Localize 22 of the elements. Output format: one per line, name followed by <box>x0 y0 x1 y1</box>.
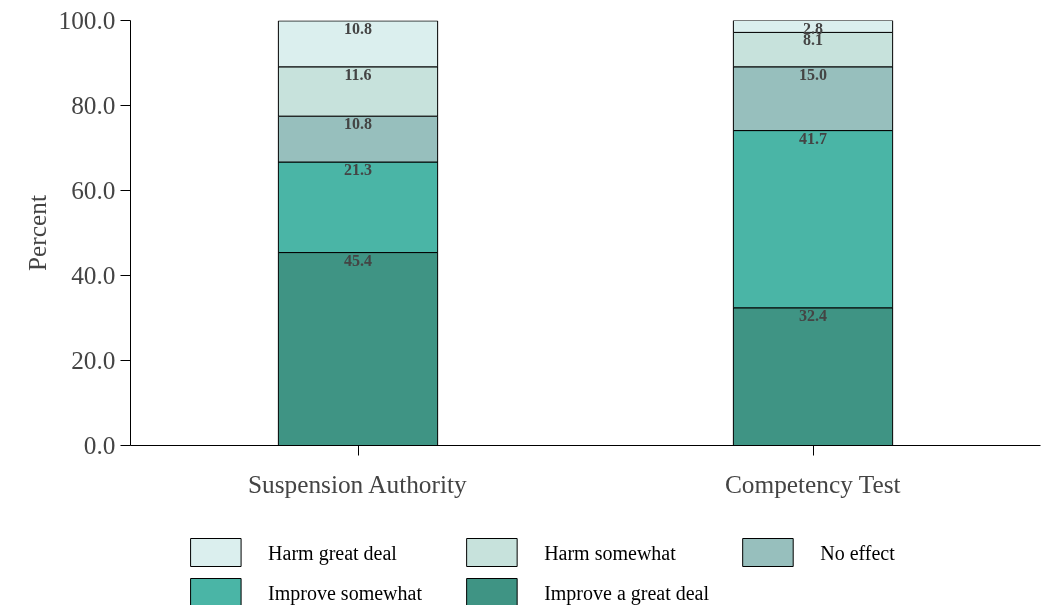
data-label: 21.3 <box>344 161 372 179</box>
x-tick-label: Competency Test <box>724 469 901 498</box>
y-tick-label: 60.0 <box>71 176 116 204</box>
y-tick-label: 0.0 <box>83 431 116 459</box>
x-tick-label: Suspension Authority <box>247 469 468 498</box>
legend-label: Improve a great deal <box>544 581 710 605</box>
data-label: 15.0 <box>799 65 827 83</box>
data-label: 11.6 <box>344 65 372 83</box>
data-label: 10.8 <box>344 19 372 37</box>
legend-label: Improve somewhat <box>268 581 423 605</box>
y-tick-label: 80.0 <box>71 91 116 119</box>
data-label: 41.7 <box>799 129 827 147</box>
y-tick-label: 20.0 <box>71 346 116 374</box>
y-tick-label: 100.0 <box>58 6 116 34</box>
data-label: 10.8 <box>344 115 372 133</box>
data-label: 32.4 <box>799 306 827 324</box>
y-tick-label: 40.0 <box>71 261 116 289</box>
legend-label: Harm great deal <box>268 541 398 565</box>
y-axis-title: Percent <box>22 195 51 271</box>
data-label: 45.4 <box>344 251 372 269</box>
legend-label: No effect <box>820 541 896 564</box>
legend-label: Harm somewhat <box>544 541 677 564</box>
